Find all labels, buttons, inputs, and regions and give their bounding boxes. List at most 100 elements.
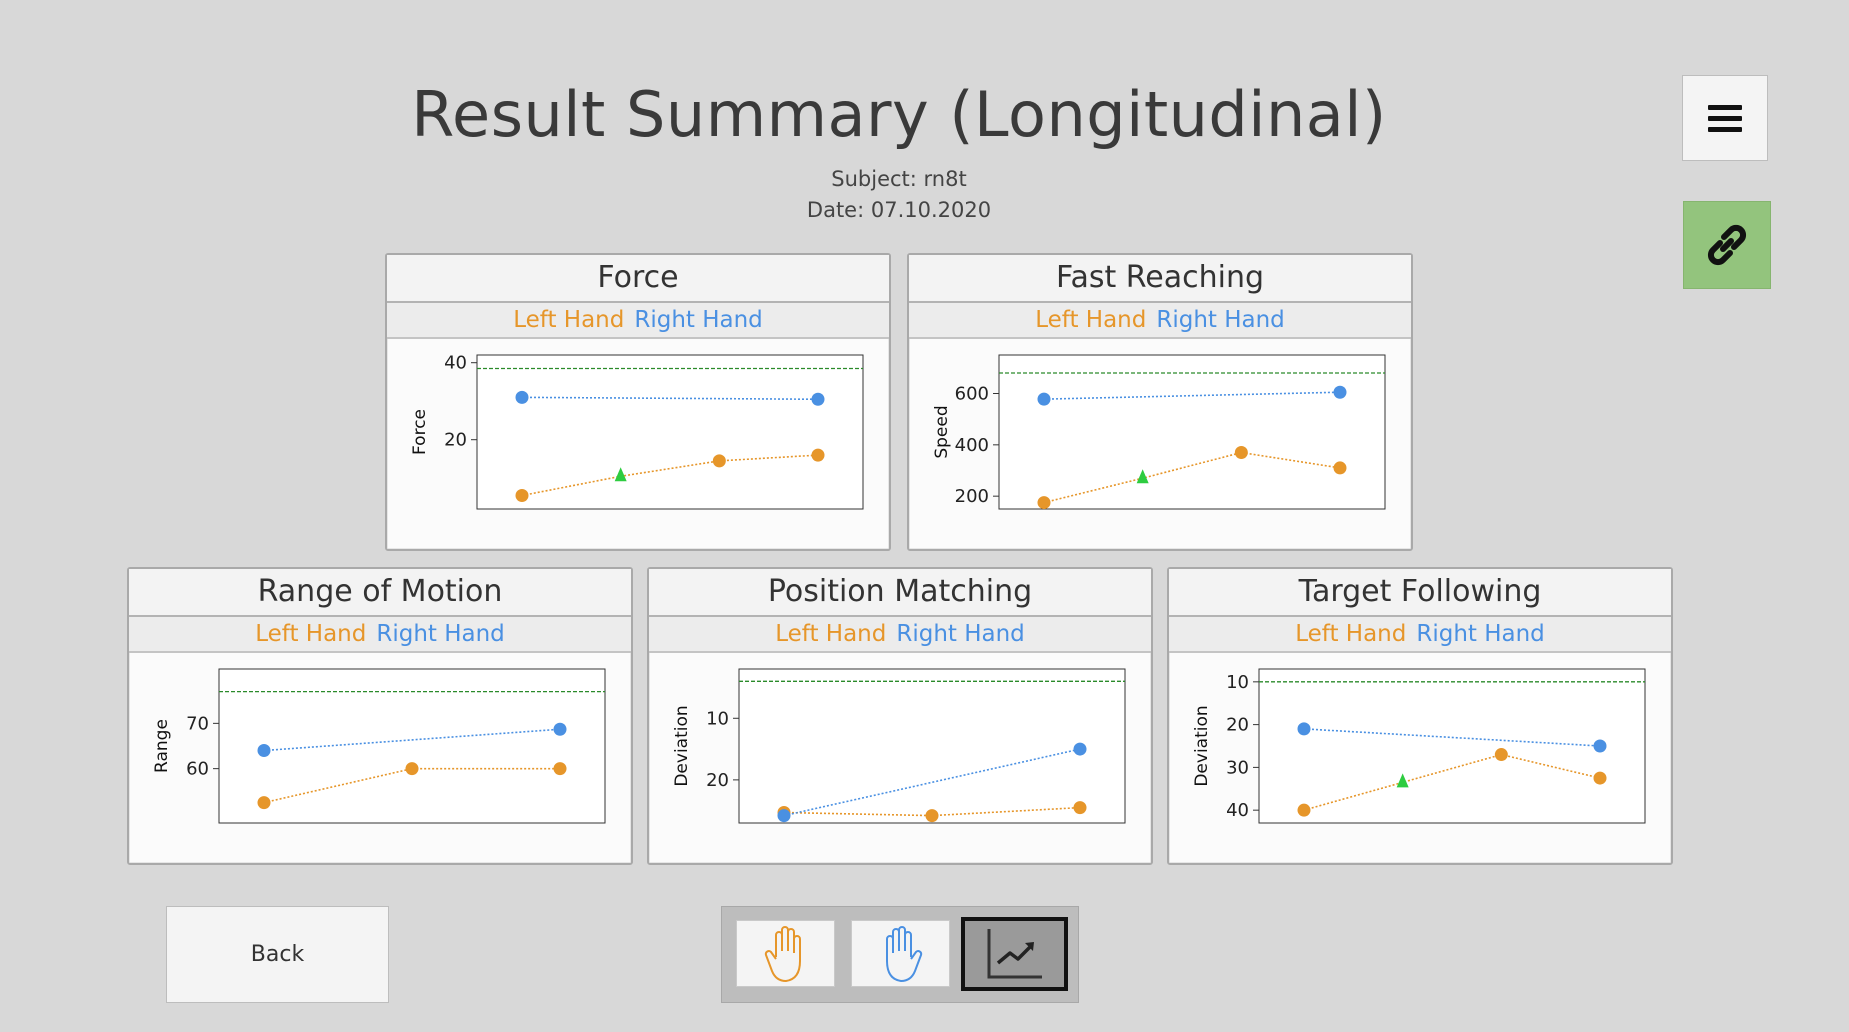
data-point [925, 809, 939, 823]
legend-right-hand: Right Hand [896, 621, 1025, 647]
series-line [263, 728, 561, 752]
data-point-marker [1136, 469, 1149, 484]
data-point [257, 796, 271, 810]
legend-row: Left Hand Right Hand [649, 617, 1151, 653]
data-point [1073, 742, 1087, 756]
y-axis-label: Force [410, 409, 430, 455]
legend-right-hand: Right Hand [634, 307, 763, 333]
page-title: Result Summary (Longitudinal) [411, 78, 1387, 151]
force-chart: Force 20 40 [410, 353, 864, 510]
series-line [783, 748, 1081, 817]
legend-left-hand: Left Hand [255, 621, 367, 647]
y-tick-label: 30 [1226, 757, 1249, 778]
plot-area [738, 668, 1126, 824]
data-point-marker [614, 467, 627, 482]
plot-area [476, 354, 864, 510]
data-point [1234, 446, 1248, 460]
data-point [405, 762, 419, 776]
series-line [1303, 753, 1601, 811]
date-label: Date: 07.10.2020 [806, 198, 992, 222]
range-of-motion-chart: Range 60 70 [152, 668, 606, 824]
y-tick-label: 600 [955, 384, 989, 405]
panel-title: Force [387, 255, 889, 303]
y-tick-label: 40 [1226, 800, 1249, 821]
target-following-panel: Target Following Left Hand Right Hand Dev… [1167, 567, 1673, 865]
plot-area [218, 668, 606, 824]
legend-left-hand: Left Hand [775, 621, 887, 647]
series-line [1043, 451, 1341, 504]
hamburger-icon [1708, 99, 1742, 138]
legend-left-hand: Left Hand [1295, 621, 1407, 647]
data-point-marker [1396, 773, 1409, 788]
panel-title: Fast Reaching [909, 255, 1411, 303]
y-axis-label: Deviation [672, 705, 692, 786]
y-tick-label: 70 [186, 713, 209, 734]
panel-title: Position Matching [649, 569, 1151, 617]
data-point [1333, 461, 1347, 475]
legend-left-hand: Left Hand [1035, 307, 1147, 333]
data-point [515, 390, 529, 404]
data-point [1073, 801, 1087, 815]
data-point [1593, 771, 1607, 785]
data-point [553, 722, 567, 736]
y-axis-label: Deviation [1192, 705, 1212, 786]
position-matching-chart: Deviation 10 20 [672, 668, 1126, 824]
data-point [1333, 385, 1347, 399]
data-point [1494, 748, 1508, 762]
subject-label: Subject: rn8t [831, 167, 967, 191]
left-hand-view-button[interactable] [736, 920, 835, 987]
force-panel: Force Left Hand Right Hand Force 20 40 [385, 253, 891, 551]
legend-right-hand: Right Hand [1416, 621, 1545, 647]
y-tick-label: 10 [1226, 672, 1249, 693]
data-point [1593, 739, 1607, 753]
trend-chart-icon [987, 929, 1042, 979]
data-point [257, 744, 271, 758]
left-hand-icon [764, 925, 801, 982]
data-point [1037, 392, 1051, 406]
range-of-motion-panel: Range of Motion Left Hand Right Hand Rang… [127, 567, 633, 865]
menu-button[interactable] [1682, 75, 1768, 161]
y-tick-label: 20 [706, 770, 729, 791]
data-point [811, 392, 825, 406]
data-point [811, 448, 825, 462]
y-tick-label: 40 [444, 353, 467, 374]
data-point [553, 762, 567, 776]
data-point [712, 454, 726, 468]
data-point [777, 809, 791, 823]
plot-area [1258, 668, 1646, 824]
legend-row: Left Hand Right Hand [387, 303, 889, 339]
y-axis-label: Speed [932, 405, 952, 458]
y-tick-label: 60 [186, 759, 209, 780]
series-line [1043, 391, 1341, 400]
series-line [521, 396, 819, 401]
panel-title: Range of Motion [129, 569, 631, 617]
y-tick-label: 400 [955, 435, 989, 456]
y-tick-label: 10 [706, 708, 729, 729]
legend-row: Left Hand Right Hand [909, 303, 1411, 339]
y-tick-label: 20 [1226, 715, 1249, 736]
series-line [521, 454, 819, 497]
data-point [1297, 803, 1311, 817]
legend-row: Left Hand Right Hand [129, 617, 631, 653]
right-hand-icon [885, 925, 922, 982]
fast-reaching-panel: Fast Reaching Left Hand Right Hand Speed 2… [907, 253, 1413, 551]
data-point [515, 489, 529, 503]
legend-right-hand: Right Hand [376, 621, 505, 647]
longitudinal-view-button[interactable] [961, 917, 1068, 991]
data-point [1037, 496, 1051, 510]
panel-title: Target Following [1169, 569, 1671, 617]
fast-reaching-chart: Speed 200 400 600 [932, 354, 1386, 510]
plot-area [998, 354, 1386, 510]
legend-left-hand: Left Hand [513, 307, 625, 333]
data-point [1297, 722, 1311, 736]
legend-right-hand: Right Hand [1156, 307, 1285, 333]
back-button[interactable]: Back [166, 906, 389, 1003]
y-axis-label: Range [152, 719, 172, 773]
y-tick-label: 200 [955, 486, 989, 507]
link-icon [1707, 224, 1747, 266]
right-hand-view-button[interactable] [851, 920, 950, 987]
link-button[interactable] [1683, 201, 1771, 289]
target-following-chart: Deviation 10 20 30 40 [1192, 668, 1646, 824]
view-selector [721, 906, 1079, 1003]
series-line [1303, 728, 1601, 747]
